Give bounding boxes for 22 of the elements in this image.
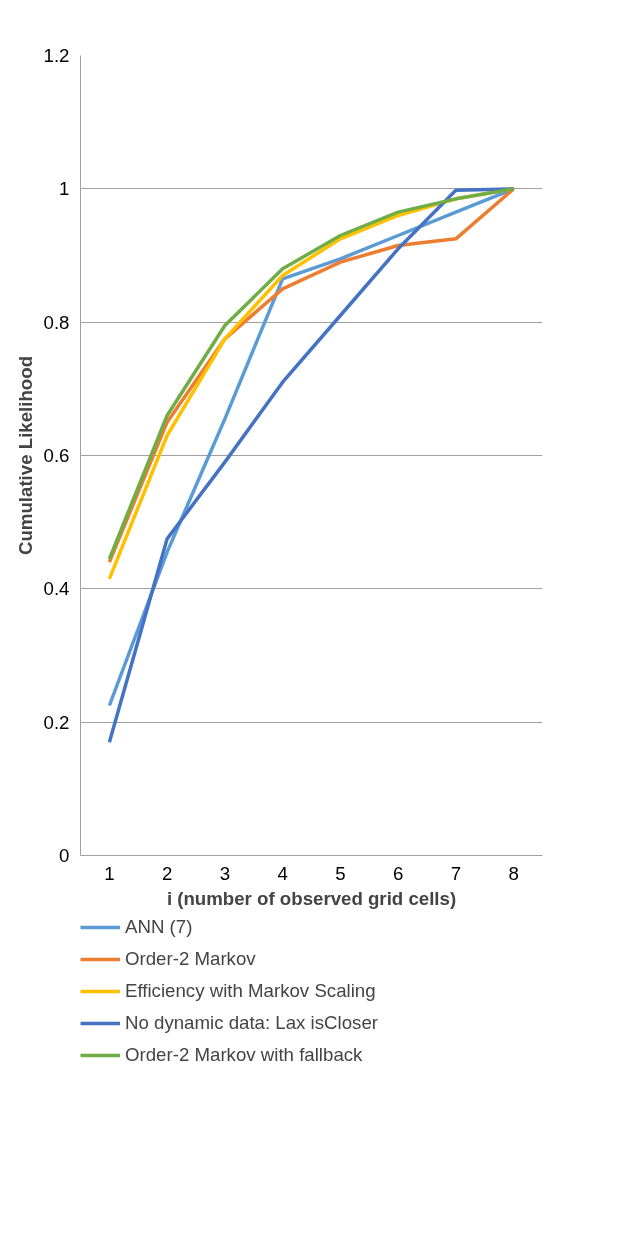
x-axis-title: i (number of observed grid cells): [166, 887, 457, 909]
y-tick-label: 0.2: [43, 711, 70, 733]
x-tick-label: 4: [277, 862, 288, 884]
legend-label: No dynamic data: Lax isCloser: [125, 1012, 379, 1034]
legend-label: Order-2 Markov: [125, 948, 256, 970]
y-tick-label: 0.6: [43, 445, 70, 466]
legend-label: Efficiency with Markov Scaling: [125, 980, 376, 1002]
x-tick-label: 7: [450, 862, 462, 884]
x-tick-label: 6: [392, 862, 404, 884]
x-tick-label: 8: [508, 862, 519, 884]
y-tick-label: 0.8: [43, 311, 70, 333]
x-tick-label: 2: [161, 862, 173, 884]
y-tick-label: 1: [59, 178, 70, 200]
y-tick-label: 0.4: [43, 578, 70, 600]
x-tick-label: 5: [335, 862, 346, 884]
y-tick-label: 1.2: [43, 45, 70, 66]
y-axis-title: Cumulative Likelihood: [14, 355, 36, 556]
x-tick-label: 1: [104, 862, 115, 884]
y-tick-label: 0: [59, 845, 70, 866]
x-tick-label: 3: [219, 862, 231, 884]
legend-label: ANN (7): [125, 916, 193, 938]
legend-label: Order-2 Markov with fallback: [125, 1044, 363, 1066]
